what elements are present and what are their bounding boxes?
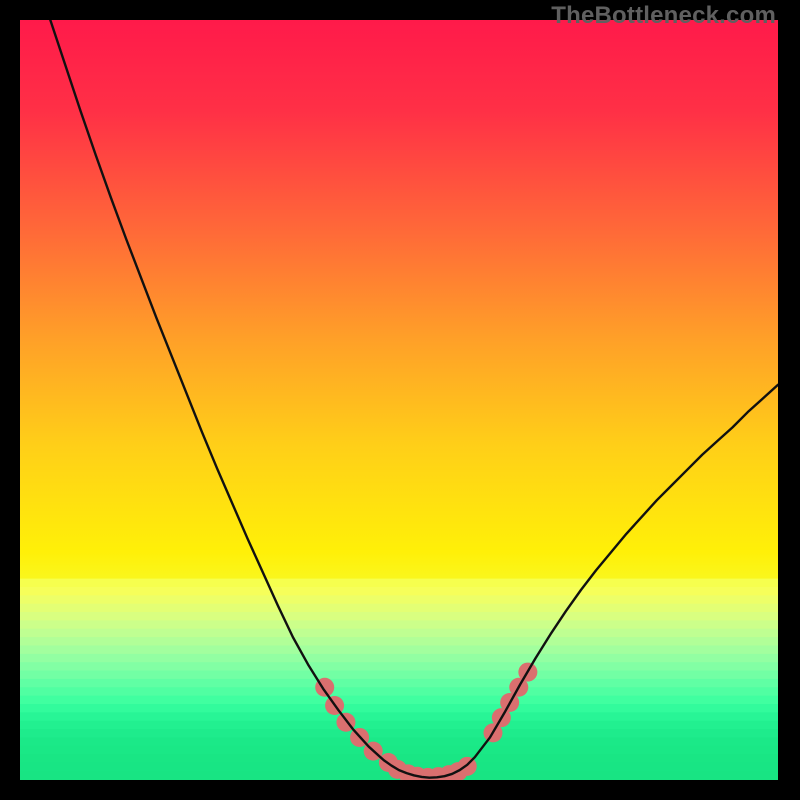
frame-right	[778, 0, 800, 800]
plot-area	[20, 20, 778, 780]
frame-left	[0, 0, 20, 800]
plot-svg	[20, 20, 778, 780]
bottom-color-band	[20, 579, 778, 780]
frame-bottom	[0, 780, 800, 800]
watermark-text: TheBottleneck.com	[551, 2, 776, 30]
